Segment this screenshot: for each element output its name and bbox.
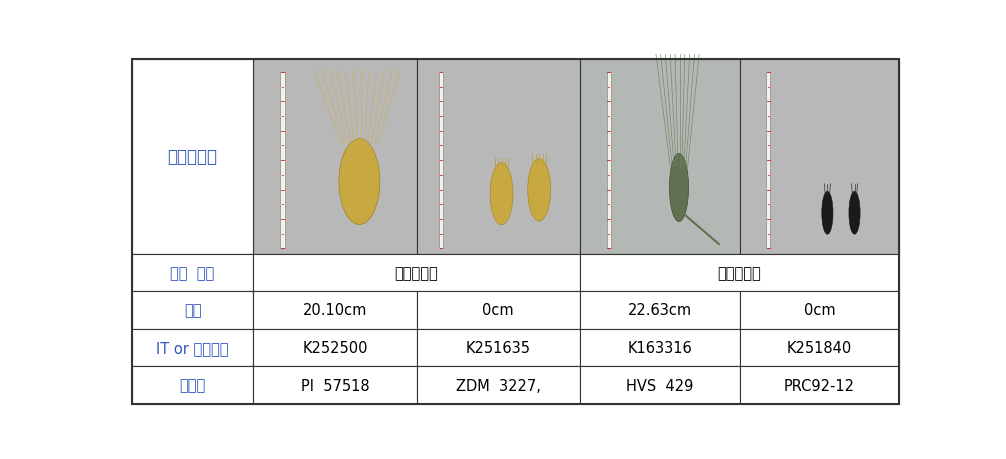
Bar: [254, 60, 416, 254]
Text: K251840: K251840: [787, 340, 852, 355]
Text: K252500: K252500: [302, 340, 367, 355]
Text: 대상이미지: 대상이미지: [168, 148, 217, 166]
Text: K163316: K163316: [628, 340, 692, 355]
Bar: [416, 366, 580, 404]
Bar: [439, 73, 444, 249]
Text: 야생종보리: 야생종보리: [717, 265, 762, 280]
Text: PI  57518: PI 57518: [301, 378, 369, 392]
Bar: [281, 73, 285, 249]
Bar: [580, 254, 899, 291]
Ellipse shape: [339, 140, 380, 225]
Text: ZDM  3227,: ZDM 3227,: [456, 378, 541, 392]
Bar: [132, 366, 254, 404]
Text: 0cm: 0cm: [804, 303, 835, 318]
Bar: [580, 329, 739, 366]
Ellipse shape: [822, 192, 833, 235]
Text: IT or 임시번호: IT or 임시번호: [156, 340, 228, 355]
Bar: [254, 291, 416, 329]
Ellipse shape: [849, 192, 860, 235]
Bar: [739, 60, 899, 254]
Bar: [416, 60, 580, 254]
Bar: [132, 60, 254, 254]
Bar: [767, 73, 771, 249]
Bar: [580, 366, 739, 404]
Bar: [416, 291, 580, 329]
Bar: [607, 73, 611, 249]
Ellipse shape: [528, 159, 550, 222]
Bar: [580, 60, 739, 254]
Text: 망장: 망장: [184, 303, 201, 318]
Text: 0cm: 0cm: [483, 303, 514, 318]
Bar: [254, 366, 416, 404]
Bar: [132, 329, 254, 366]
Bar: [580, 60, 739, 254]
Text: K251635: K251635: [466, 340, 531, 355]
Bar: [739, 60, 899, 254]
Text: HVS  429: HVS 429: [626, 378, 693, 392]
Bar: [739, 291, 899, 329]
Ellipse shape: [490, 163, 513, 225]
Bar: [254, 254, 580, 291]
Text: PRC92-12: PRC92-12: [784, 378, 855, 392]
Text: 자원  분류: 자원 분류: [170, 265, 214, 280]
Bar: [132, 291, 254, 329]
Bar: [739, 329, 899, 366]
Bar: [132, 254, 254, 291]
Bar: [580, 291, 739, 329]
Bar: [416, 329, 580, 366]
Text: 재배종보리: 재배종보리: [394, 265, 439, 280]
Bar: [739, 366, 899, 404]
Bar: [416, 60, 580, 254]
Ellipse shape: [669, 154, 688, 222]
Bar: [254, 329, 416, 366]
Text: 20.10cm: 20.10cm: [303, 303, 367, 318]
Text: 자원명: 자원명: [179, 378, 205, 392]
Bar: [254, 60, 416, 254]
Text: 22.63cm: 22.63cm: [628, 303, 692, 318]
